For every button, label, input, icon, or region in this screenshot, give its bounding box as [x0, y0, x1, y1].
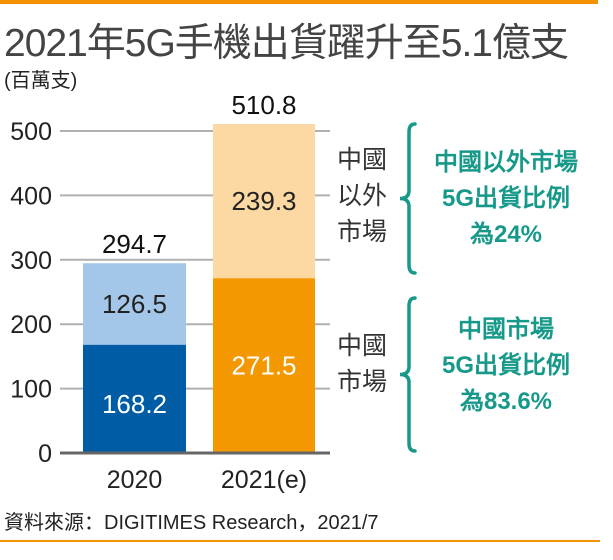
y-tick-label: 400: [10, 182, 52, 210]
brace-non-china: [399, 122, 417, 275]
total-label: 510.8: [231, 90, 296, 120]
segment-label: 以外: [337, 182, 387, 210]
source-note: 資料來源：DIGITIMES Research，2021/7: [4, 512, 379, 534]
annotation-text: 為83.6%: [460, 388, 552, 415]
bar-2021(e)-china: [213, 278, 315, 453]
y-tick-label: 100: [10, 376, 52, 404]
brace-china: [399, 296, 417, 453]
segment-label: 市場: [337, 218, 387, 246]
unit-label: (百萬支): [4, 70, 78, 92]
y-tick-label: 500: [10, 118, 52, 146]
annotation-text: 中國以外市場: [434, 148, 578, 176]
segment-label: 市場: [337, 368, 387, 396]
bar-2021(e)-non-china: [213, 124, 315, 279]
segment-label: 中國: [337, 146, 387, 174]
bar-2020-non-china: [83, 263, 186, 345]
data-label: 126.5: [102, 289, 167, 319]
top-accent-rule: [0, 0, 598, 4]
bottom-accent-rule: [0, 540, 600, 542]
y-tick-label: 200: [10, 311, 52, 339]
data-label: 239.3: [231, 186, 296, 216]
y-tick-label: 0: [38, 440, 52, 468]
total-label: 294.7: [102, 229, 167, 259]
x-tick-label: 2020: [107, 466, 163, 494]
bar-2020-china: [83, 344, 186, 453]
segment-label: 中國: [337, 332, 387, 360]
data-label: 271.5: [231, 351, 296, 381]
annotation-text: 為24%: [470, 221, 542, 248]
data-label: 168.2: [102, 389, 167, 419]
chart-title: 2021年5G手機出貨躍升至5.1億支: [4, 22, 569, 65]
annotation-text: 5G出貨比例: [442, 351, 570, 379]
annotation-text: 中國市場: [458, 315, 554, 343]
x-tick-label: 2021(e): [221, 466, 307, 494]
y-tick-label: 300: [10, 247, 52, 275]
annotation-text: 5G出貨比例: [442, 184, 570, 212]
